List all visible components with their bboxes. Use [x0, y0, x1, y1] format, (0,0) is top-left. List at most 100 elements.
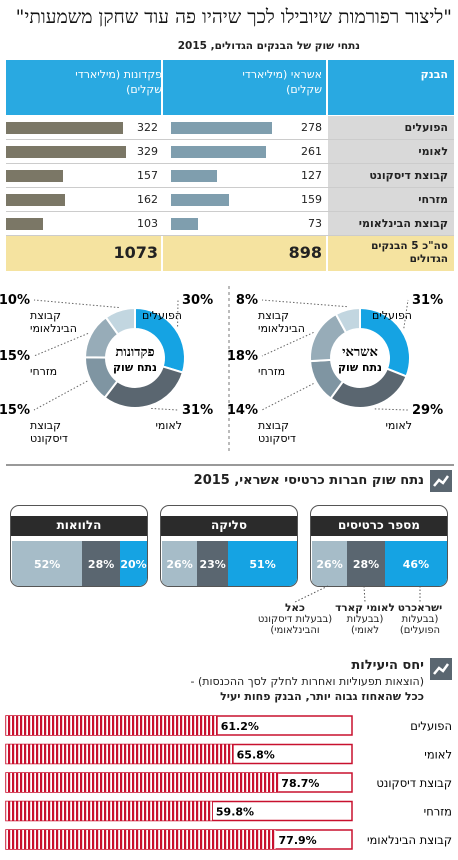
total-credit: 898: [288, 243, 322, 262]
panel-segment: [384, 541, 447, 586]
panel-title-bar: [161, 516, 297, 536]
card-panel: הלוואות 20% 28% 52%: [10, 505, 148, 587]
slice-label: הפועלים: [142, 309, 182, 322]
bank-name: קבוצת הבינלאומי: [358, 217, 448, 230]
bank-name: הפועלים: [404, 121, 448, 134]
efficiency-value: 77.9%: [279, 834, 317, 847]
efficiency-category: קבוצת דיסקונט: [376, 776, 452, 790]
efficiency-chart: 61.2% הפועלים 65.8% לאומי 78.7% קבוצת דיסקונט…: [5, 715, 452, 850]
bank-cell: [328, 140, 454, 164]
company-name: כאל: [285, 602, 305, 614]
page-subtitle: נתחי שוק של הבנקים הגדולים, 2015: [177, 40, 360, 52]
segment-value: 26%: [316, 558, 343, 571]
credit-bar: [171, 122, 273, 134]
efficiency-category: הפועלים: [410, 719, 452, 733]
slice-label: לאומי: [385, 419, 412, 432]
slice-value: 15%: [0, 403, 30, 418]
leader-line: [261, 383, 314, 411]
bank-cell: [328, 164, 454, 188]
segment-value: 51%: [249, 558, 276, 571]
deposit-bar: [6, 194, 65, 206]
slice-value: 10%: [0, 293, 30, 308]
slice-label: דיסקונט: [30, 432, 68, 445]
slice-label: הבינלאומי: [258, 322, 305, 335]
company-leader-lines: [294, 585, 421, 603]
donut-label: 29%לאומי: [385, 403, 443, 432]
credit-value: 73: [308, 217, 322, 230]
row-divider: [6, 235, 454, 236]
panel-title-bar: [11, 516, 147, 536]
row-divider: [6, 211, 454, 212]
row-divider: [6, 139, 454, 140]
company-owner: (בבעלות לאומי): [346, 614, 384, 636]
table-header: [6, 60, 454, 115]
efficiency-value: 61.2%: [221, 720, 259, 733]
bank-table: הבנק אשראי (מיליארדי שקלים) פקדונות (מיל…: [6, 60, 454, 271]
efficiency-bar: [6, 744, 234, 764]
donut-label: 18%מזרחי: [227, 349, 285, 378]
efficiency-value: 78.7%: [281, 777, 319, 790]
deposit-bar: [6, 170, 64, 182]
donut-center-sub: נתח שוק: [113, 361, 157, 374]
panel-segment: [228, 541, 297, 586]
panel-segment: [312, 541, 348, 586]
donut-label: 30%הפועלים: [142, 293, 213, 322]
panel-title: מספר כרטיסים: [338, 518, 420, 532]
deposit-value: 322: [137, 121, 158, 134]
leader-line: [33, 380, 88, 411]
efficiency-value: 59.8%: [216, 806, 254, 819]
slice-label: קבוצת: [258, 309, 289, 322]
panel-title: סליקה: [210, 518, 248, 532]
header-deposits: פקדונות (מיליארדי שקלים): [75, 68, 162, 96]
slice-label: לאומי: [155, 419, 182, 432]
credit-value: 261: [301, 145, 322, 158]
company-owner: (בבעלות הפועלים): [399, 614, 441, 636]
total-label: סה"כ 5 הבנקים הגדולים: [371, 240, 448, 265]
row-divider: [6, 163, 454, 164]
slice-value: 29%: [412, 403, 443, 418]
segment-value: 26%: [166, 558, 193, 571]
col-divider: [326, 236, 328, 271]
bank-name: מזרחי: [418, 193, 448, 206]
efficiency-value: 65.8%: [237, 749, 275, 762]
company-name: ישראכרט: [397, 602, 443, 614]
company-labels: ישראכרט (בבעלות הפועלים) לאומי קארד (בבעלות…: [0, 600, 458, 650]
panel-segment: [82, 541, 120, 586]
leader-line: [403, 299, 409, 329]
credit-bar: [171, 170, 218, 182]
chart-icon: [430, 470, 452, 492]
panel-title-bar: [311, 516, 447, 536]
col-divider: [161, 236, 163, 271]
donut-slice: [329, 367, 408, 409]
efficiency-bar: [6, 773, 279, 792]
slice-value: 14%: [227, 403, 258, 418]
slice-value: 8%: [236, 293, 258, 308]
row-divider: [6, 187, 454, 188]
donut-charts: 30%הפועלים31%לאומי15%קבוצתדיסקונט15%מזרח…: [0, 286, 443, 453]
bank-cell: [328, 116, 454, 140]
efficiency-note: ככל שהאחוז גבוה יותר, הבנק פחות יעיל: [220, 690, 424, 703]
credit-value: 159: [301, 193, 322, 206]
donut-center-sub: נתח שוק: [338, 361, 382, 374]
deposit-value: 103: [137, 217, 158, 230]
page-title: "ליצור רפורמות שיובילו לכך שיהיו פה עוד …: [15, 6, 452, 28]
slice-value: 31%: [412, 293, 443, 308]
card-panel: מספר כרטיסים 46% 28% 26%: [310, 505, 448, 587]
donut-slice: [104, 306, 136, 336]
bank-cell: [328, 188, 454, 212]
segment-value: 52%: [33, 558, 61, 571]
slice-label: קבוצת: [30, 419, 61, 432]
col-divider: [161, 60, 163, 115]
deposit-value: 162: [137, 193, 158, 206]
slice-value: 30%: [182, 293, 213, 308]
donut-label: 15%מזרחי: [0, 349, 57, 378]
efficiency-bar: [6, 801, 213, 821]
header-bank: הבנק: [420, 68, 448, 81]
slice-label: מזרחי: [258, 365, 285, 378]
deposit-bar: [6, 122, 124, 134]
company-leader: [363, 585, 366, 603]
